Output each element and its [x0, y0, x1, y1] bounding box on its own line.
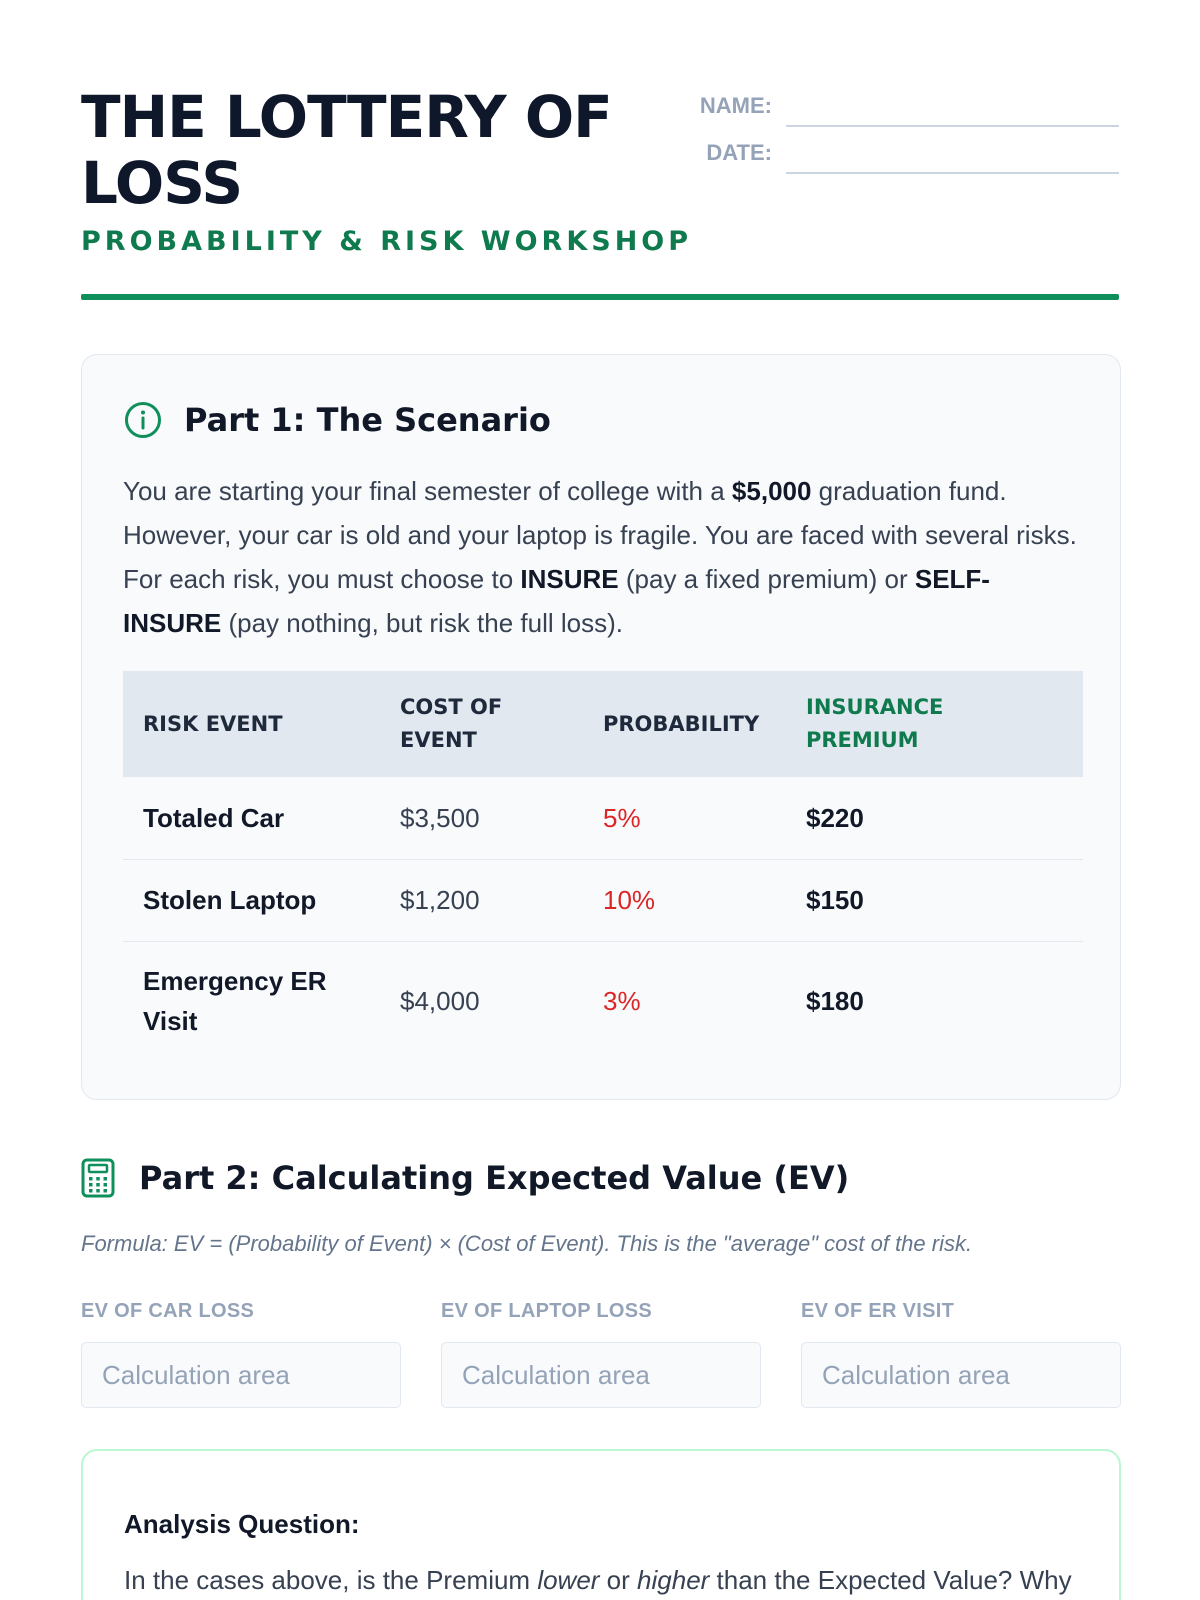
probability-cell: 10% [583, 859, 786, 942]
worksheet-header: THE LOTTERY OF LOSS PROBABILITY & RISK W… [81, 0, 1119, 300]
table-row: Totaled Car $3,500 5% $220 [123, 777, 1083, 860]
header-risk-event: RISK EVENT [123, 671, 380, 777]
date-label: DATE: [706, 140, 772, 165]
scenario-text: You are starting your final semester of … [123, 476, 1077, 638]
premium-cell: $180 [806, 986, 864, 1017]
ev-section-header: Part 2: Calculating Expected Value (EV) [81, 1158, 849, 1198]
ev-er-field: EV OF ER VISIT [801, 1300, 1121, 1408]
premium-cell: $150 [786, 859, 1083, 942]
premium-cell: $220 [786, 777, 1083, 860]
probability-cell: 3% [603, 986, 641, 1017]
cost-cell: $4,000 [400, 986, 480, 1017]
ev-laptop-field: EV OF LAPTOP LOSS [441, 1300, 761, 1408]
risk-table: RISK EVENT COST OF EVENT PROBABILITY INS… [123, 671, 1083, 1061]
header-premium: INSURANCE PREMIUM [786, 671, 1083, 777]
cost-cell: $3,500 [380, 777, 583, 860]
date-line[interactable] [786, 172, 1119, 174]
risk-event-cell: Totaled Car [123, 777, 380, 860]
probability-cell: 5% [583, 777, 786, 860]
page-title: THE LOTTERY OF LOSS [81, 83, 613, 217]
name-line[interactable] [786, 125, 1119, 127]
date-row: DATE: [695, 127, 1119, 174]
analysis-box: Analysis Question: In the cases above, i… [81, 1449, 1121, 1600]
scenario-card: Part 1: The Scenario You are starting yo… [81, 354, 1121, 1100]
ev-laptop-input[interactable] [441, 1342, 761, 1408]
ev-car-input[interactable] [81, 1342, 401, 1408]
risk-event-cell: Emergency ER Visit [143, 966, 327, 1037]
name-date-fields: NAME: DATE: [695, 80, 1119, 174]
header-probability: PROBABILITY [583, 671, 786, 777]
risk-event-cell: Stolen Laptop [123, 859, 380, 942]
name-row: NAME: [695, 80, 1119, 127]
risk-table-header: RISK EVENT COST OF EVENT PROBABILITY INS… [123, 671, 1083, 777]
header-divider [81, 294, 1119, 300]
page-subtitle: PROBABILITY & RISK WORKSHOP [81, 226, 693, 257]
name-label: NAME: [699, 93, 772, 118]
table-row: Emergency ER Visit $4,000 3% $180 [123, 941, 1083, 1061]
ev-laptop-label: EV OF LAPTOP LOSS [441, 1300, 653, 1322]
analysis-title: Analysis Question: [124, 1509, 360, 1539]
ev-formula: Formula: EV = (Probability of Event) × (… [81, 1231, 973, 1256]
ev-car-label: EV OF CAR LOSS [81, 1300, 255, 1322]
ev-er-label: EV OF ER VISIT [801, 1300, 955, 1322]
info-icon [125, 402, 161, 438]
analysis-question: In the cases above, is the Premium lower… [124, 1565, 1072, 1595]
ev-er-input[interactable] [801, 1342, 1121, 1408]
header-cost: COST OF EVENT [380, 671, 583, 777]
calculator-icon [81, 1158, 115, 1198]
table-row: Stolen Laptop $1,200 10% $150 [123, 859, 1083, 942]
cost-cell: $1,200 [380, 859, 583, 942]
ev-section-title: Part 2: Calculating Expected Value (EV) [139, 1159, 850, 1197]
ev-car-field: EV OF CAR LOSS [81, 1300, 401, 1408]
ev-fields: EV OF CAR LOSS EV OF LAPTOP LOSS EV OF E… [81, 1300, 1121, 1408]
scenario-title: Part 1: The Scenario [184, 401, 551, 439]
scenario-header: Part 1: The Scenario [124, 401, 551, 439]
